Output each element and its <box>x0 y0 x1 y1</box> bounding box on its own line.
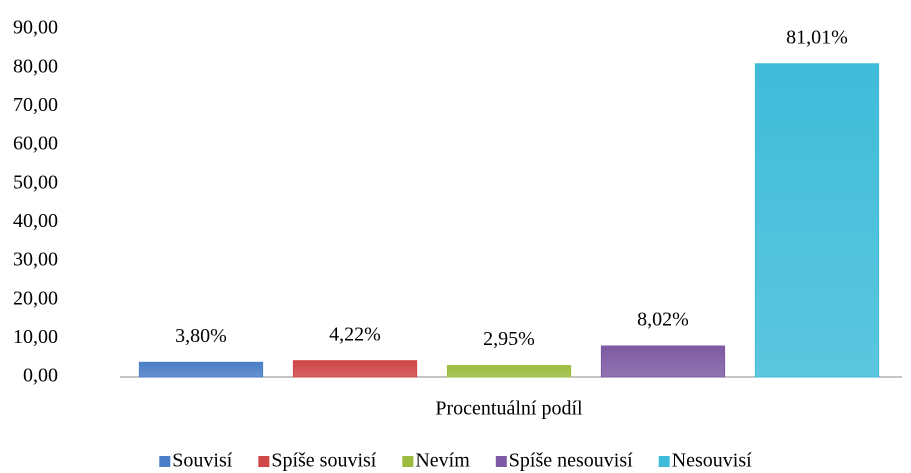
data-label: 81,01% <box>786 26 848 48</box>
legend-label: Nevím <box>415 450 470 472</box>
bar <box>138 361 264 378</box>
y-tick-label: 70,00 <box>13 94 58 116</box>
legend-swatch <box>258 456 270 467</box>
bar <box>446 365 572 378</box>
bar <box>754 63 880 378</box>
bar <box>292 360 418 378</box>
legend-label: Nesouvisí <box>672 450 752 472</box>
bar <box>600 345 726 378</box>
data-label: 8,02% <box>637 309 689 331</box>
legend-swatch <box>658 456 670 467</box>
legend-swatch <box>495 456 507 467</box>
data-label: 2,95% <box>483 328 535 350</box>
y-tick-label: 30,00 <box>13 249 58 271</box>
data-label: 4,22% <box>329 323 381 345</box>
legend-swatch <box>402 456 414 467</box>
legend-label: Spíše souvisí <box>271 450 376 472</box>
y-tick-label: 20,00 <box>13 287 58 309</box>
y-tick-label: 80,00 <box>13 55 58 77</box>
y-tick-label: 90,00 <box>13 17 58 39</box>
x-tick-label: Procentuální podíl <box>435 398 583 420</box>
y-tick-label: 40,00 <box>13 210 58 232</box>
data-label: 3,80% <box>175 325 227 347</box>
y-tick-label: 10,00 <box>13 326 58 348</box>
legend-label: Souvisí <box>172 450 232 472</box>
legend-label: Spíše nesouvisí <box>509 450 633 472</box>
y-tick-label: 0,00 <box>23 365 58 387</box>
y-tick-label: 60,00 <box>13 133 58 155</box>
y-tick-label: 50,00 <box>13 171 58 193</box>
legend-swatch <box>159 456 171 467</box>
